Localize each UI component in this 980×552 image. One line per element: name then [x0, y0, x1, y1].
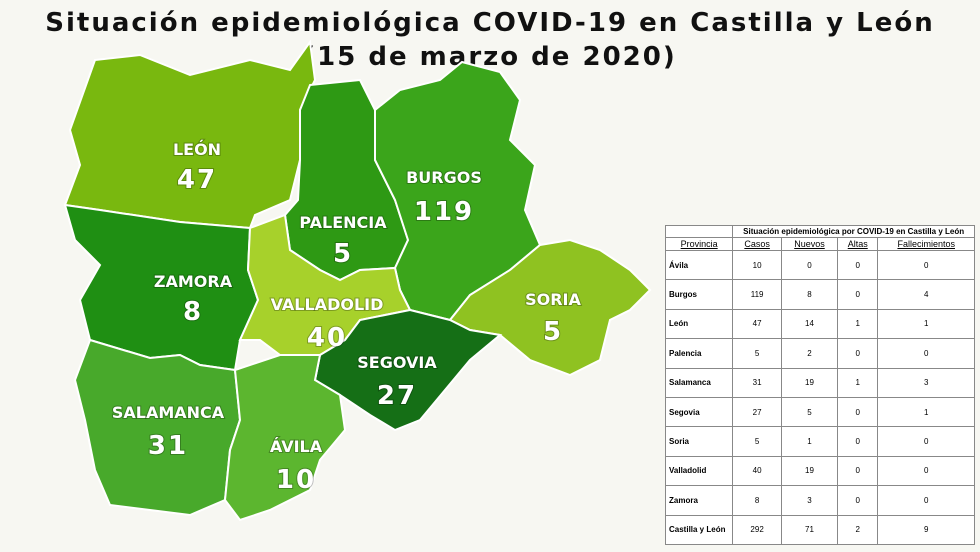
table-title: Situación epidemiológica por COVID-19 en…: [732, 225, 975, 238]
region-name: SEGOVIA: [357, 353, 437, 372]
table-cell: 40: [732, 455, 782, 487]
column-header: Fallecimientos: [877, 237, 975, 251]
table-cell: 8: [732, 485, 782, 516]
table-cell: 0: [837, 426, 879, 457]
table-cell: 1: [837, 367, 879, 398]
table-cell: 2: [837, 514, 879, 546]
region-name: SALAMANCA: [112, 403, 225, 422]
region-value: 8: [183, 297, 203, 327]
row-label: Salamanca: [664, 367, 734, 398]
row-label: Valladolid: [664, 455, 734, 487]
table-cell: 119: [732, 279, 782, 310]
table-cell: 5: [732, 338, 782, 369]
row-label: Zamora: [664, 485, 734, 516]
region: [63, 39, 317, 230]
table-cell: 19: [780, 367, 839, 398]
table-row: Zamora 8 3 0 0: [664, 485, 975, 516]
table-row: Segovia 27 5 0 1: [664, 396, 975, 428]
table-cell: 8: [780, 279, 839, 310]
column-header: Casos: [732, 237, 782, 251]
table-row: Ávila 10 0 0 0: [664, 249, 975, 281]
table-cell: 0: [837, 455, 879, 487]
table-cell: 0: [877, 338, 975, 369]
region-value: 31: [148, 431, 188, 461]
table-cell: 1: [877, 308, 975, 340]
row-label: Soria: [664, 426, 734, 457]
table-cell: 71: [780, 514, 839, 546]
region-name: VALLADOLID: [271, 295, 384, 314]
region-name: ÁVILA: [270, 437, 323, 456]
table-cell: 10: [732, 249, 782, 281]
table-cell: 0: [837, 279, 879, 310]
table-row: Palencia 5 2 0 0: [664, 338, 975, 369]
table-cell: 4: [877, 279, 975, 310]
region-name: PALENCIA: [299, 213, 387, 232]
region-value: 5: [333, 239, 353, 269]
data-table: Situación epidemiológica por COVID-19 en…: [664, 225, 975, 546]
table-row: Soria 5 1 0 0: [664, 426, 975, 457]
region-name: ZAMORA: [154, 272, 233, 291]
table-cell: 5: [780, 396, 839, 428]
table-cell: 31: [732, 367, 782, 398]
table-cell: 1: [877, 396, 975, 428]
table-cell: 19: [780, 455, 839, 487]
region-value: 27: [377, 381, 417, 411]
subtitle: (15 de marzo de 2020): [303, 42, 677, 72]
row-label: Burgos: [664, 279, 734, 310]
row-label: Castilla y León: [664, 514, 734, 546]
row-label: Segovia: [664, 396, 734, 428]
map: LEÓN 47 PALENCIA 5 BURGOS 119 ZAMORA 8 VALLADOLI…: [63, 39, 652, 522]
region-name: SORIA: [525, 290, 581, 309]
table-cell: 47: [732, 308, 782, 340]
region: [73, 338, 242, 517]
table-cell: 0: [877, 249, 975, 281]
row-label: León: [664, 308, 734, 340]
table-cell: 0: [780, 249, 839, 281]
table-cell: 0: [877, 455, 975, 487]
table-cell: 1: [837, 308, 879, 340]
table-row: Burgos 119 8 0 4: [664, 279, 975, 310]
table-cell: 2: [780, 338, 839, 369]
table-cell: 0: [837, 485, 879, 516]
region: [223, 354, 347, 522]
region: [313, 308, 503, 432]
region-name: BURGOS: [406, 168, 482, 187]
table-row: Valladolid 40 19 0 0: [664, 455, 975, 487]
table-cell: 27: [732, 396, 782, 428]
table-cell: 3: [780, 485, 839, 516]
table-cell: 0: [877, 485, 975, 516]
region-name: LEÓN: [173, 140, 221, 159]
table-cell: 5: [732, 426, 782, 457]
table-cell: 0: [837, 249, 879, 281]
empty-cell: [664, 225, 734, 238]
table-cell: 9: [877, 514, 975, 546]
region-value: 47: [177, 165, 217, 195]
title: Situación epidemiológica COVID-19 en Cas…: [45, 8, 935, 38]
region-value: 40: [307, 323, 347, 353]
table-row: Castilla y León 292 71 2 9: [664, 514, 975, 546]
table-cell: 0: [837, 338, 879, 369]
column-header: Nuevos: [780, 237, 839, 251]
table-row: León 47 14 1 1: [664, 308, 975, 340]
table-cell: 0: [837, 396, 879, 428]
table-cell: 14: [780, 308, 839, 340]
region-value: 119: [414, 197, 474, 227]
region-value: 10: [276, 465, 316, 495]
column-header: Altas: [837, 237, 879, 251]
header-row: Provincia Casos Nuevos Altas Fallecimientos: [664, 237, 975, 251]
table-cell: 292: [732, 514, 782, 546]
table-cell: 3: [877, 367, 975, 398]
row-label: Palencia: [664, 338, 734, 369]
table-row: Salamanca 31 19 1 3: [664, 367, 975, 398]
table-cell: 1: [780, 426, 839, 457]
row-label: Ávila: [664, 249, 734, 281]
column-header: Provincia: [664, 237, 734, 251]
table-cell: 0: [877, 426, 975, 457]
region-value: 5: [543, 317, 563, 347]
